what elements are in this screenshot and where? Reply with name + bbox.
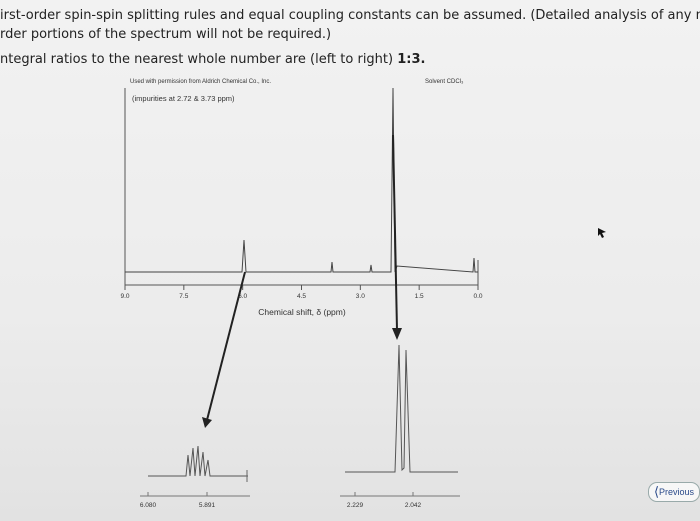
impurities-note: (impurities at 2.72 & 3.73 ppm)	[132, 94, 235, 103]
chevron: ⟨	[653, 484, 660, 499]
spectrum-trace	[125, 87, 478, 273]
inset-trace	[345, 344, 458, 473]
credit: Used with permission from Aldrich Chemic…	[130, 79, 271, 85]
axis-tick-label: 6.0	[238, 293, 247, 300]
arrow	[392, 134, 398, 331]
cursor	[598, 228, 606, 238]
axis-tick-label: 4.5	[297, 293, 306, 300]
axis-tick-label: 9.0	[120, 293, 129, 300]
inset-tick-label: 6.080	[140, 502, 157, 509]
arrowhead	[392, 328, 402, 340]
solvent: Solvent CDCl₃	[425, 79, 464, 85]
inset-tick-label: 2.042	[405, 502, 422, 509]
inset-tick-label: 5.891	[199, 502, 216, 509]
axis-tick-label: 1.5	[415, 293, 424, 300]
inset-trace	[148, 445, 248, 477]
ratio: 1:3.	[397, 52, 426, 67]
arrow	[206, 271, 246, 421]
axis-label: Chemical shift, δ (ppm)	[258, 307, 346, 317]
axis-tick-label: 3.0	[356, 293, 365, 300]
previous-button[interactable]: ⟨Previous	[648, 482, 700, 502]
question-text: irst-order spin-spin splitting rules and…	[0, 8, 700, 23]
question-text: ntegral ratios to the nearest whole numb…	[0, 52, 398, 67]
arrowhead	[202, 417, 212, 428]
axis: 9.0 7.5 6.0 4.5 3.0 1.5 0.0	[120, 285, 483, 300]
axis-tick-label: 0.0	[473, 293, 482, 300]
button-label: Previous	[659, 487, 695, 497]
question-text: rder portions of the spectrum will not b…	[0, 27, 332, 42]
frame	[124, 88, 479, 286]
inset-tick-label: 2.229	[347, 502, 364, 509]
question-text: ntegral ratios to the nearest whole numb…	[0, 52, 425, 67]
axis-tick-label: 7.5	[179, 293, 188, 300]
